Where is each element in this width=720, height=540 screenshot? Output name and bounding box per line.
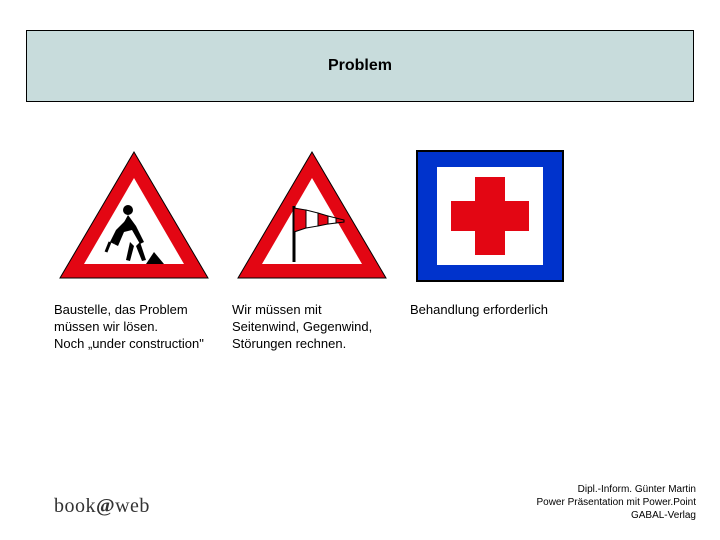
captions-row: Baustelle, das Problem müssen wir lösen.… [54, 302, 570, 353]
construction-sign-icon [54, 146, 214, 286]
signs-row [54, 146, 570, 286]
logo: book@web [54, 495, 150, 518]
footer: Dipl.-Inform. Günter Martin Power Präsen… [536, 483, 696, 522]
construction-sign [54, 146, 214, 286]
crosswind-sign-icon [232, 146, 392, 286]
footer-line-2: Power Präsentation mit Power.Point [536, 496, 696, 509]
logo-prefix: book [54, 495, 96, 517]
title-bar: Problem [26, 30, 694, 102]
caption-1: Baustelle, das Problem müssen wir lösen.… [54, 302, 214, 353]
caption-3: Behandlung erforderlich [410, 302, 570, 353]
footer-line-1: Dipl.-Inform. Günter Martin [536, 483, 696, 496]
footer-line-3: GABAL-Verlag [536, 509, 696, 522]
caption-2: Wir müssen mit Seitenwind, Gegen­wind, S… [232, 302, 392, 353]
at-icon: @ [96, 495, 115, 517]
logo-suffix: web [115, 495, 150, 517]
first-aid-sign-icon [415, 149, 565, 283]
first-aid-sign [410, 146, 570, 286]
crosswind-sign [232, 146, 392, 286]
page-title: Problem [328, 57, 392, 75]
